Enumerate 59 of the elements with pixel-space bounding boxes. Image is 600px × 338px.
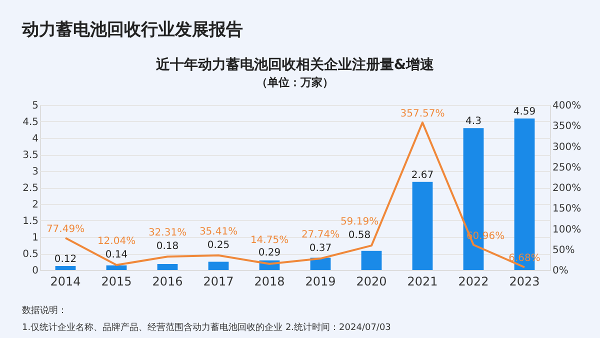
data-label: 32.31% [148,228,187,239]
y2-tick-label: 350% [552,121,582,132]
y-tick-label: 5 [32,100,38,112]
y-tick-label: 1.5 [22,216,38,227]
y-tick-label: 0 [32,266,38,276]
bar [412,182,433,270]
x-tick-label: 2022 [458,274,489,288]
bar [157,264,178,270]
data-label: 14.75% [250,234,289,246]
x-tick-label: 2018 [254,274,285,288]
x-tick-label: 2023 [509,274,540,288]
y2-tick-label: 250% [552,162,582,174]
text: 数据说明： [22,305,67,316]
x-tick-label: 2016 [152,274,183,288]
data-label: 4.59 [513,106,536,118]
data-label: 27.74% [301,230,340,241]
x-tick-label: 2019 [305,274,336,288]
y2-tick-label: 50% [552,244,575,256]
bar [208,262,229,270]
y2-tick-label: 100% [552,224,582,236]
data-label: 59.19% [340,216,379,228]
y-tick-label: 4 [32,134,38,144]
bar [55,266,76,270]
bar [106,265,127,270]
bar [361,250,382,270]
x-tick-label: 2020 [356,274,387,288]
data-label: 0.14 [105,249,128,260]
y-tick-label: 2 [32,200,38,210]
data-label: 357.57% [400,108,445,120]
chart-subtitle: 近十年动力蓄电池回收相关企业注册量&增速 [154,56,436,73]
data-label: 12.04% [97,236,136,248]
y2-tick-label: 0% [552,266,568,276]
data-label: 35.41% [199,226,238,238]
data-label: 0.12 [54,254,77,266]
y-tick-label: 3 [32,166,38,178]
data-label: 0.25 [207,240,230,251]
x-tick-label: 2021 [407,274,438,288]
x-tick-label: 2017 [203,274,234,288]
text: （单位：万家） [256,76,334,89]
x-tick-label: 2015 [101,274,132,288]
data-label: 77.49% [46,224,85,236]
x-tick-label: 2014 [50,274,81,288]
data-label: 0.29 [258,247,281,258]
y-tick-label: 3.5 [22,150,38,161]
y2-tick-label: 150% [552,204,582,215]
y2-tick-label: 200% [552,183,582,194]
data-label: 2.67 [411,170,434,181]
data-label: 0.58 [348,230,371,241]
y-tick-label: 2.5 [22,183,38,194]
y-tick-label: 0.5 [22,249,38,260]
text: 1.仅统计企业名称、品牌产品、经营范围含动力蓄电池回收的企业 2.统计时间：2024/07/03 [22,322,391,333]
data-label: 4.3 [466,116,482,128]
data-label: 0.37 [309,242,332,254]
chart-title: 动力蓄电池回收行业发展报告 [21,20,243,40]
data-label: 0.18 [156,241,179,252]
y2-tick-label: 400% [552,100,582,112]
y-tick-label: 1 [32,232,38,244]
y-tick-label: 4.5 [22,117,38,128]
y2-tick-label: 300% [552,142,582,153]
